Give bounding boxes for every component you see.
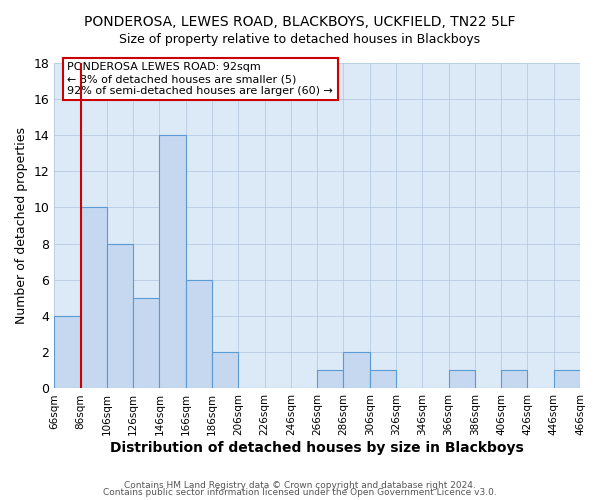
- Text: Size of property relative to detached houses in Blackboys: Size of property relative to detached ho…: [119, 32, 481, 46]
- Text: PONDEROSA, LEWES ROAD, BLACKBOYS, UCKFIELD, TN22 5LF: PONDEROSA, LEWES ROAD, BLACKBOYS, UCKFIE…: [84, 15, 516, 29]
- Bar: [212, 352, 238, 389]
- Y-axis label: Number of detached properties: Number of detached properties: [15, 127, 28, 324]
- Bar: [449, 370, 475, 388]
- Text: PONDEROSA LEWES ROAD: 92sqm
← 8% of detached houses are smaller (5)
92% of semi-: PONDEROSA LEWES ROAD: 92sqm ← 8% of deta…: [67, 62, 334, 96]
- Bar: [343, 352, 370, 389]
- Bar: [54, 316, 80, 388]
- Bar: [370, 370, 396, 388]
- Bar: [160, 135, 186, 388]
- Text: Contains public sector information licensed under the Open Government Licence v3: Contains public sector information licen…: [103, 488, 497, 497]
- X-axis label: Distribution of detached houses by size in Blackboys: Distribution of detached houses by size …: [110, 441, 524, 455]
- Text: Contains HM Land Registry data © Crown copyright and database right 2024.: Contains HM Land Registry data © Crown c…: [124, 480, 476, 490]
- Bar: [107, 244, 133, 388]
- Bar: [133, 298, 160, 388]
- Bar: [186, 280, 212, 388]
- Bar: [501, 370, 527, 388]
- Bar: [317, 370, 343, 388]
- Bar: [80, 208, 107, 388]
- Bar: [554, 370, 580, 388]
